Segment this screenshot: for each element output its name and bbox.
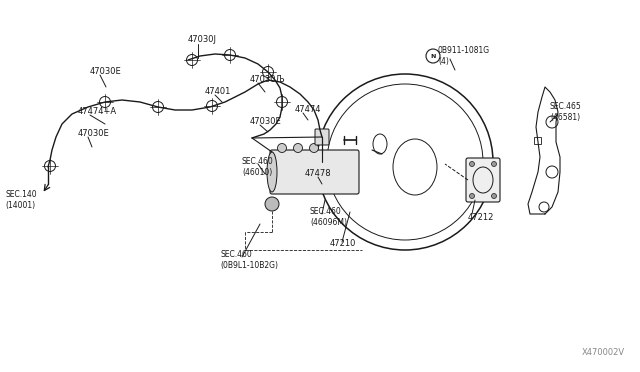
Text: 47474+A: 47474+A [78, 108, 117, 116]
Text: 47030Љ: 47030Љ [250, 76, 285, 84]
Circle shape [492, 193, 497, 199]
Circle shape [316, 131, 328, 143]
Text: SEC.460
(46010): SEC.460 (46010) [242, 157, 274, 177]
Ellipse shape [310, 144, 319, 153]
Circle shape [470, 193, 474, 199]
Text: SEC.465
(46581): SEC.465 (46581) [550, 102, 582, 122]
Text: 47210: 47210 [330, 240, 356, 248]
Text: 47030E: 47030E [250, 118, 282, 126]
Text: N: N [430, 54, 436, 58]
Text: 47401: 47401 [205, 87, 232, 96]
FancyBboxPatch shape [315, 129, 329, 145]
Text: SEC.140
(14001): SEC.140 (14001) [5, 190, 36, 210]
FancyBboxPatch shape [270, 150, 359, 194]
Text: SEC.460
(0B9L1-10B2G): SEC.460 (0B9L1-10B2G) [220, 250, 278, 270]
Text: 47030J: 47030J [188, 35, 217, 45]
Circle shape [492, 161, 497, 167]
Text: SEC.460
(46096M): SEC.460 (46096M) [310, 207, 347, 227]
Text: 47478: 47478 [305, 170, 332, 179]
Text: 47212: 47212 [468, 212, 494, 221]
Text: 47030E: 47030E [78, 129, 109, 138]
FancyBboxPatch shape [466, 158, 500, 202]
Ellipse shape [267, 152, 277, 192]
Text: 0B911-1081G
(4): 0B911-1081G (4) [438, 46, 490, 66]
Text: 47030E: 47030E [90, 67, 122, 77]
Text: 47474: 47474 [295, 106, 321, 115]
Ellipse shape [294, 144, 303, 153]
Circle shape [265, 197, 279, 211]
Ellipse shape [278, 144, 287, 153]
Text: X470002V: X470002V [582, 348, 625, 357]
Circle shape [470, 161, 474, 167]
